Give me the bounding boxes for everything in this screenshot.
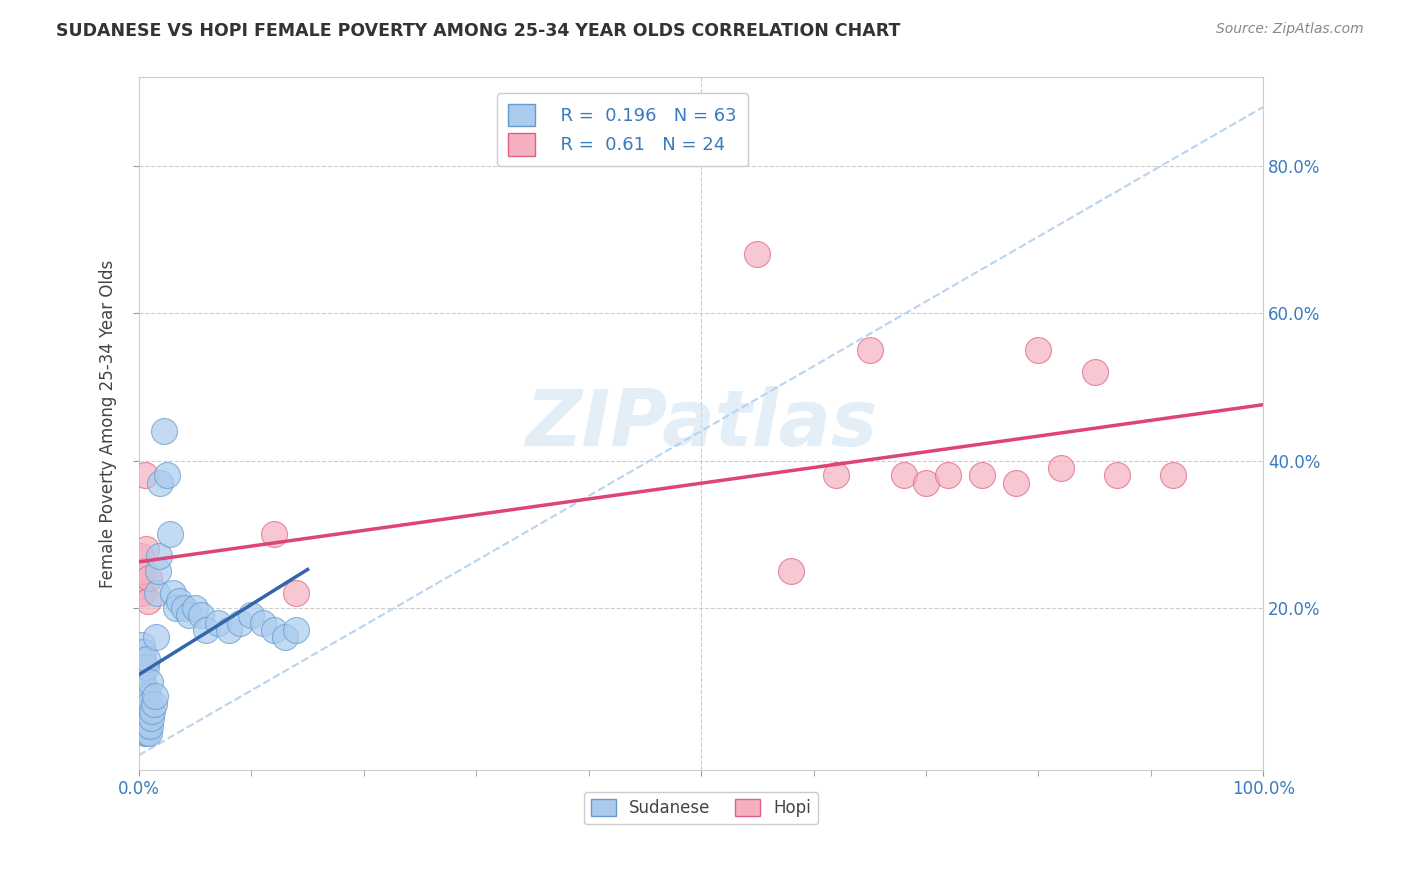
Point bbox=[129, 660, 152, 674]
Point bbox=[132, 645, 155, 659]
Point bbox=[148, 549, 170, 564]
Point bbox=[165, 601, 187, 615]
Point bbox=[207, 615, 229, 630]
Point bbox=[190, 608, 212, 623]
Point bbox=[972, 468, 994, 483]
Point bbox=[915, 475, 938, 490]
Point bbox=[156, 468, 179, 483]
Point bbox=[132, 564, 155, 578]
Point bbox=[152, 424, 174, 438]
Point bbox=[938, 468, 960, 483]
Point bbox=[747, 247, 769, 261]
Point bbox=[134, 697, 156, 711]
Point bbox=[169, 593, 191, 607]
Point bbox=[285, 586, 308, 600]
Point bbox=[129, 674, 152, 689]
Point bbox=[274, 631, 297, 645]
Point bbox=[132, 704, 155, 718]
Point bbox=[138, 571, 160, 585]
Point bbox=[1084, 365, 1107, 379]
Point bbox=[893, 468, 915, 483]
Point bbox=[131, 711, 153, 725]
Point bbox=[132, 719, 155, 733]
Point bbox=[1107, 468, 1129, 483]
Point bbox=[263, 527, 285, 541]
Point bbox=[129, 704, 152, 718]
Point bbox=[135, 660, 157, 674]
Point bbox=[149, 475, 172, 490]
Legend: Sudanese, Hopi: Sudanese, Hopi bbox=[583, 792, 818, 824]
Point bbox=[825, 468, 848, 483]
Point bbox=[129, 719, 152, 733]
Point bbox=[141, 704, 163, 718]
Point bbox=[131, 586, 153, 600]
Point bbox=[142, 697, 165, 711]
Point bbox=[146, 564, 169, 578]
Point bbox=[135, 719, 157, 733]
Point bbox=[143, 690, 166, 704]
Point bbox=[135, 726, 157, 740]
Point bbox=[135, 704, 157, 718]
Point bbox=[129, 579, 152, 593]
Point bbox=[263, 623, 285, 637]
Point bbox=[131, 652, 153, 666]
Point bbox=[135, 711, 157, 725]
Point bbox=[134, 711, 156, 725]
Point bbox=[136, 719, 159, 733]
Point bbox=[252, 615, 274, 630]
Point bbox=[240, 608, 263, 623]
Point bbox=[218, 623, 240, 637]
Point bbox=[135, 652, 157, 666]
Point bbox=[184, 601, 207, 615]
Point bbox=[162, 586, 184, 600]
Point bbox=[145, 631, 167, 645]
Point bbox=[1050, 461, 1073, 475]
Point bbox=[173, 601, 195, 615]
Point bbox=[134, 468, 156, 483]
Y-axis label: Female Poverty Among 25-34 Year Olds: Female Poverty Among 25-34 Year Olds bbox=[100, 260, 117, 588]
Point bbox=[129, 660, 152, 674]
Point bbox=[179, 608, 201, 623]
Point bbox=[134, 726, 156, 740]
Point bbox=[1028, 343, 1050, 357]
Point bbox=[138, 697, 160, 711]
Point bbox=[136, 593, 159, 607]
Point bbox=[285, 623, 308, 637]
Point bbox=[131, 681, 153, 696]
Point bbox=[129, 549, 152, 564]
Point bbox=[195, 623, 218, 637]
Point bbox=[138, 726, 160, 740]
Point bbox=[131, 697, 153, 711]
Point bbox=[134, 681, 156, 696]
Point bbox=[780, 564, 803, 578]
Text: ZIPatlas: ZIPatlas bbox=[524, 385, 877, 462]
Point bbox=[139, 719, 162, 733]
Point bbox=[129, 690, 152, 704]
Point bbox=[1163, 468, 1185, 483]
Point bbox=[131, 638, 153, 652]
Point bbox=[132, 690, 155, 704]
Text: Source: ZipAtlas.com: Source: ZipAtlas.com bbox=[1216, 22, 1364, 37]
Point bbox=[139, 674, 162, 689]
Point bbox=[1005, 475, 1028, 490]
Text: SUDANESE VS HOPI FEMALE POVERTY AMONG 25-34 YEAR OLDS CORRELATION CHART: SUDANESE VS HOPI FEMALE POVERTY AMONG 25… bbox=[56, 22, 901, 40]
Point bbox=[132, 674, 155, 689]
Point bbox=[135, 541, 157, 556]
Point bbox=[129, 690, 152, 704]
Point bbox=[146, 586, 169, 600]
Point bbox=[859, 343, 882, 357]
Point bbox=[141, 711, 163, 725]
Point bbox=[129, 674, 152, 689]
Point bbox=[131, 667, 153, 681]
Point bbox=[229, 615, 252, 630]
Point bbox=[136, 690, 159, 704]
Point bbox=[159, 527, 181, 541]
